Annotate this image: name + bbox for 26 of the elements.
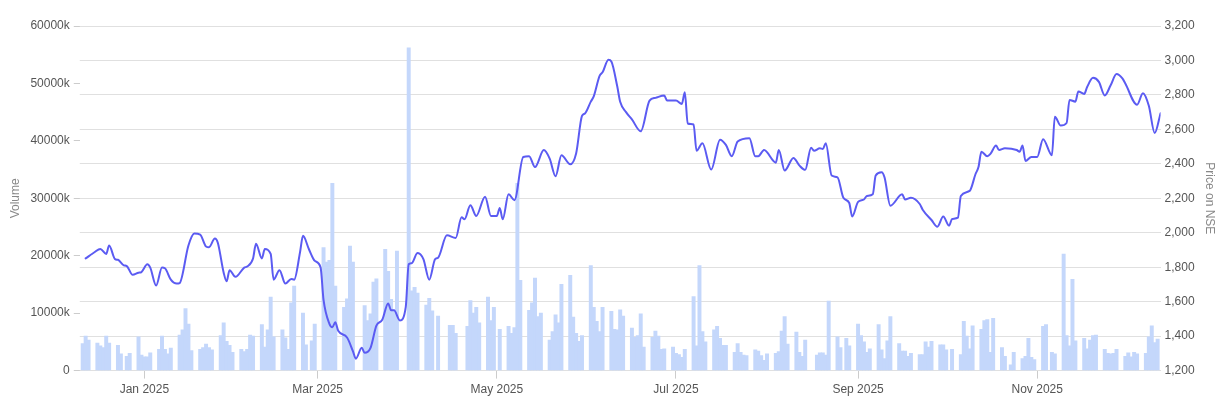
y2-tick-label: 1,200 [1164, 362, 1195, 377]
y-axis-title: Volume [7, 177, 22, 219]
y2-tick-label: 3,000 [1164, 52, 1195, 67]
y-tick-label: 60000k [30, 18, 71, 33]
y2-tick-label: 1,600 [1164, 293, 1195, 308]
y-tick-label: 30000k [30, 190, 71, 205]
x-tick-label: Nov 2025 [1011, 382, 1064, 397]
y2-tick-label: 2,400 [1164, 156, 1195, 171]
y2-tick-label: 2,800 [1164, 87, 1195, 102]
y-tick-label: 50000k [30, 75, 71, 90]
x-tick-label: Sep 2025 [832, 382, 885, 397]
y2-tick-label: 3,200 [1164, 18, 1195, 33]
y2-tick-label: 1,800 [1164, 259, 1195, 274]
y-tick-label: 0 [63, 362, 71, 377]
y-tick-label: 20000k [30, 248, 71, 263]
x-tick-label: Jul 2025 [653, 382, 699, 397]
x-tick-label: May 2025 [470, 382, 524, 397]
y2-tick-label: 2,600 [1164, 121, 1195, 136]
y2-axis-title: Price on NSE [1203, 162, 1218, 235]
y-tick-label: 40000k [30, 133, 71, 148]
x-tick-label: Jan 2025 [119, 382, 170, 397]
y-tick-label: 10000k [30, 305, 71, 320]
y2-tick-label: 1,400 [1164, 328, 1195, 343]
x-tick-label: Mar 2025 [292, 382, 344, 397]
y2-tick-label: 2,000 [1164, 225, 1195, 240]
y2-tick-label: 2,200 [1164, 190, 1195, 205]
